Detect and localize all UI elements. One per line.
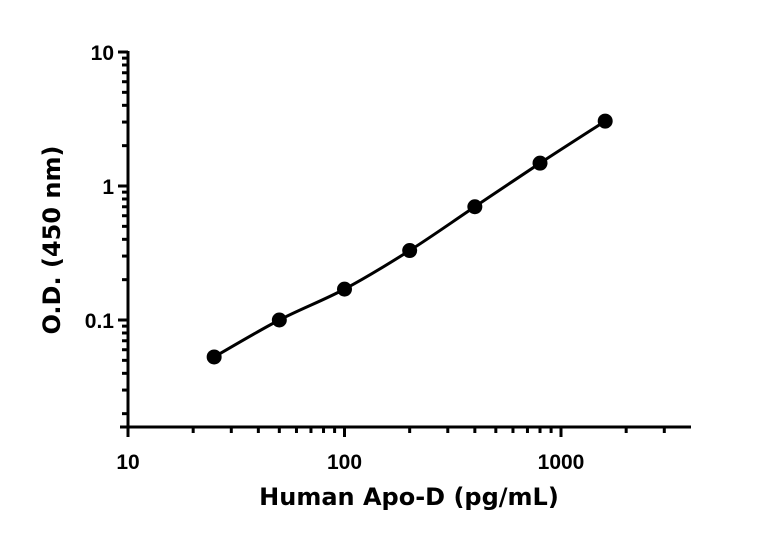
data-point (597, 113, 613, 129)
data-point (271, 312, 287, 328)
data-points (206, 113, 613, 365)
data-point (467, 199, 483, 215)
x-tick-label-1: 100 (327, 451, 362, 474)
data-point (532, 155, 548, 171)
y-tick-label-2: 10 (91, 42, 114, 65)
x-tick-label-0: 10 (116, 451, 139, 474)
y-axis-title: O.D. (450 nm) (38, 146, 66, 335)
x-axis (120, 425, 691, 437)
data-point (337, 281, 352, 297)
data-point (402, 243, 418, 259)
y-tick-label-1: 1 (102, 176, 114, 199)
y-tick-label-0: 0.1 (85, 310, 115, 333)
y-axis (118, 50, 130, 435)
data-point (206, 349, 222, 365)
x-tick-label-2: 1000 (538, 451, 585, 474)
x-axis-title: Human Apo-D (pg/mL) (259, 483, 559, 511)
